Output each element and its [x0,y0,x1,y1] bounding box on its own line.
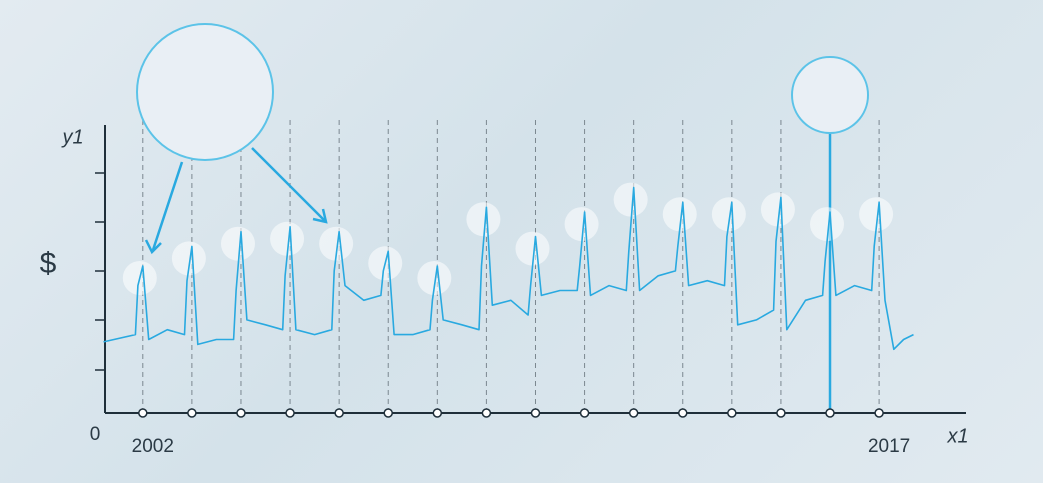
peak-halo [564,207,599,242]
x-tick-label: 2002 [132,436,174,457]
plot [103,186,914,351]
x-tick-label: 2017 [868,436,910,457]
y-axis-ticks [95,172,105,371]
peak-halo [515,231,550,266]
y-axis-label: y1 [60,126,83,148]
x-tick-marker [432,408,443,418]
peak-halo [613,182,648,217]
callout-bubble [136,23,274,161]
x-tick-marker [678,408,688,418]
x-tick-marker [825,408,835,418]
x-tick-marker [727,408,737,418]
x-tick-marker [530,408,541,418]
peak-halo [417,261,452,295]
peak-halo [319,226,354,261]
x-tick-marker [383,408,393,418]
arrow [151,161,184,251]
unit-label: $ [40,247,57,280]
x-tick-marker [874,408,884,418]
peak-halo [810,207,845,242]
x-tick-marker [776,408,786,418]
callout-arrows [144,147,328,255]
x-tick-marker [138,408,148,418]
peak-halo [466,202,501,237]
arrow-head [312,208,328,224]
peak-halo [859,197,894,232]
grid [142,120,880,413]
x-axis-label: x1 [946,425,968,447]
peak-highlights [122,182,894,295]
highlight-bubble [791,56,870,134]
x-tick-marker [236,408,246,418]
arrow [251,147,326,222]
x-tick-marker [579,408,590,418]
x-tick-marker [481,408,492,418]
data-line [103,186,914,351]
x-tick-marker [334,408,344,418]
x-tick-marker [285,408,295,418]
y-tick-label: 0 [90,424,101,445]
peak-halo [662,197,697,232]
peak-halo [270,221,305,256]
x-tick-marker [628,408,639,418]
x-tick-marker [187,408,197,418]
peak-halo [171,241,206,276]
x-ticks: 0 2002 2017 [90,56,910,457]
peak-halo [220,226,255,261]
peak-halo [711,197,746,232]
arrow-head [144,239,162,255]
peak-halo [760,192,795,227]
